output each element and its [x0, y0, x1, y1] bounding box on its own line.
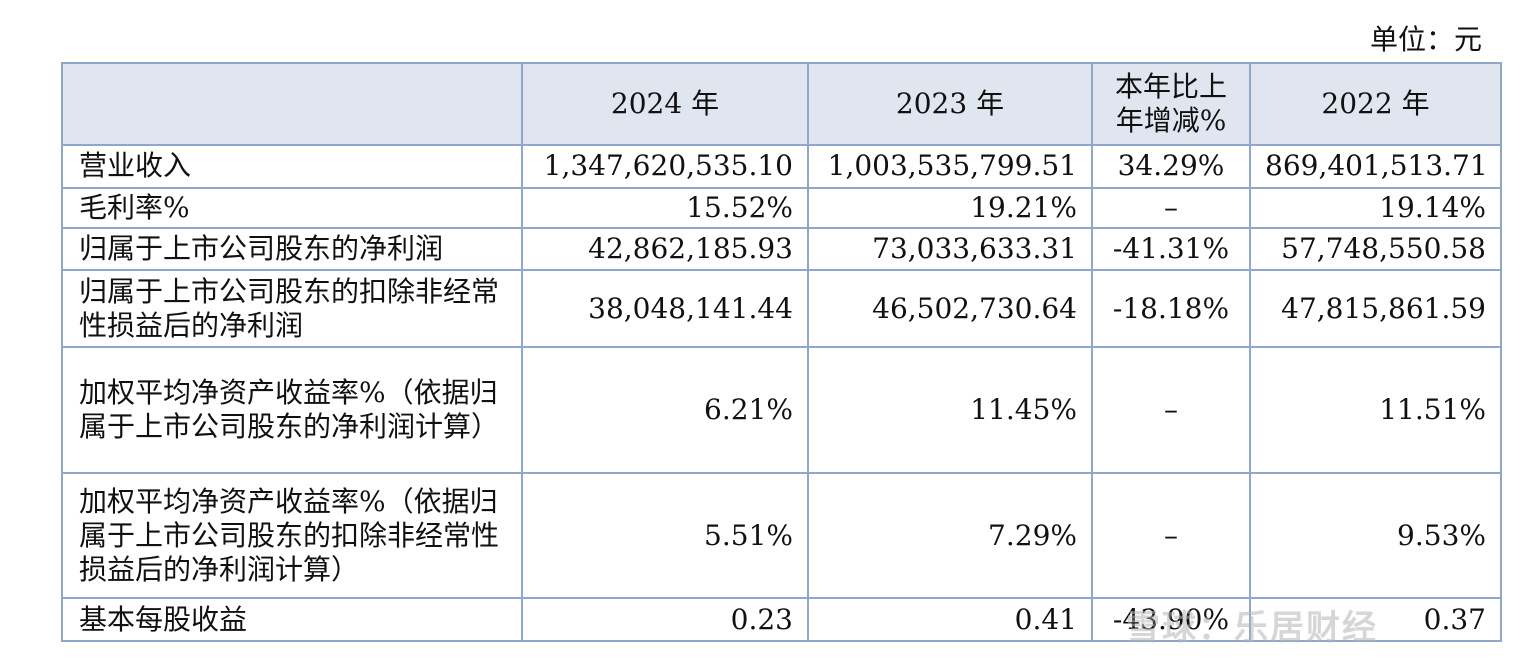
- value-2023: 11.45%: [807, 346, 1093, 474]
- row-label: 归属于上市公司股东的净利润: [61, 226, 523, 272]
- table-row: 归属于上市公司股东的扣除非经常性损益后的净利润 38,048,141.44 46…: [61, 269, 1502, 349]
- value-2022: 0.37: [1249, 597, 1502, 642]
- value-2023: 1,003,535,799.51: [807, 144, 1093, 189]
- table-row: 归属于上市公司股东的净利润 42,862,185.93 73,033,633.3…: [61, 226, 1502, 272]
- value-2023: 19.21%: [807, 186, 1093, 229]
- row-label: 营业收入: [61, 144, 523, 189]
- value-2024: 5.51%: [521, 471, 809, 600]
- value-2024: 38,048,141.44: [521, 269, 809, 349]
- value-2024: 6.21%: [521, 346, 809, 474]
- unit-label: 单位：元: [1369, 23, 1482, 56]
- value-change: -43.90%: [1091, 597, 1251, 642]
- value-change: –: [1091, 346, 1251, 474]
- value-2023: 73,033,633.31: [807, 226, 1093, 272]
- header-2022: 2022 年: [1249, 62, 1502, 146]
- value-2024: 0.23: [521, 597, 809, 642]
- value-2024: 1,347,620,535.10: [521, 144, 809, 189]
- value-2023: 7.29%: [807, 471, 1093, 600]
- table-row: 营业收入 1,347,620,535.10 1,003,535,799.51 3…: [61, 144, 1502, 189]
- value-change: -41.31%: [1091, 226, 1251, 272]
- value-2022: 47,815,861.59: [1249, 269, 1502, 349]
- value-2022: 9.53%: [1249, 471, 1502, 600]
- table-row: 加权平均净资产收益率%（依据归属于上市公司股东的扣除非经常性损益后的净利润计算）…: [61, 471, 1502, 600]
- value-2022: 57,748,550.58: [1249, 226, 1502, 272]
- row-label: 归属于上市公司股东的扣除非经常性损益后的净利润: [61, 269, 523, 349]
- value-2024: 42,862,185.93: [521, 226, 809, 272]
- watermark: 雪球：乐居财经: [1126, 608, 1378, 648]
- table-row: 加权平均净资产收益率%（依据归属于上市公司股东的净利润计算） 6.21% 11.…: [61, 346, 1502, 474]
- row-label: 基本每股收益: [61, 597, 523, 642]
- value-2024: 15.52%: [521, 186, 809, 229]
- row-label: 加权平均净资产收益率%（依据归属于上市公司股东的净利润计算）: [61, 346, 523, 474]
- row-label: 加权平均净资产收益率%（依据归属于上市公司股东的扣除非经常性损益后的净利润计算）: [61, 471, 523, 600]
- table-row: 基本每股收益 0.23 0.41 -43.90% 0.37: [61, 597, 1502, 642]
- value-change: –: [1091, 471, 1251, 600]
- value-change: -18.18%: [1091, 269, 1251, 349]
- header-2024: 2024 年: [521, 62, 809, 146]
- header-change: 本年比上年增减%: [1091, 62, 1251, 146]
- financial-summary-table: 2024 年 2023 年 本年比上年增减% 2022 年 营业收入 1,347…: [61, 62, 1502, 642]
- value-2023: 46,502,730.64: [807, 269, 1093, 349]
- value-2022: 11.51%: [1249, 346, 1502, 474]
- value-change: –: [1091, 186, 1251, 229]
- table-row: 毛利率% 15.52% 19.21% – 19.14%: [61, 186, 1502, 229]
- value-2022: 869,401,513.71: [1249, 144, 1502, 189]
- header-2023: 2023 年: [807, 62, 1093, 146]
- value-change: 34.29%: [1091, 144, 1251, 189]
- value-2023: 0.41: [807, 597, 1093, 642]
- row-label: 毛利率%: [61, 186, 523, 229]
- value-2022: 19.14%: [1249, 186, 1502, 229]
- table-header-row: 2024 年 2023 年 本年比上年增减% 2022 年: [61, 62, 1502, 146]
- header-item: [61, 62, 523, 146]
